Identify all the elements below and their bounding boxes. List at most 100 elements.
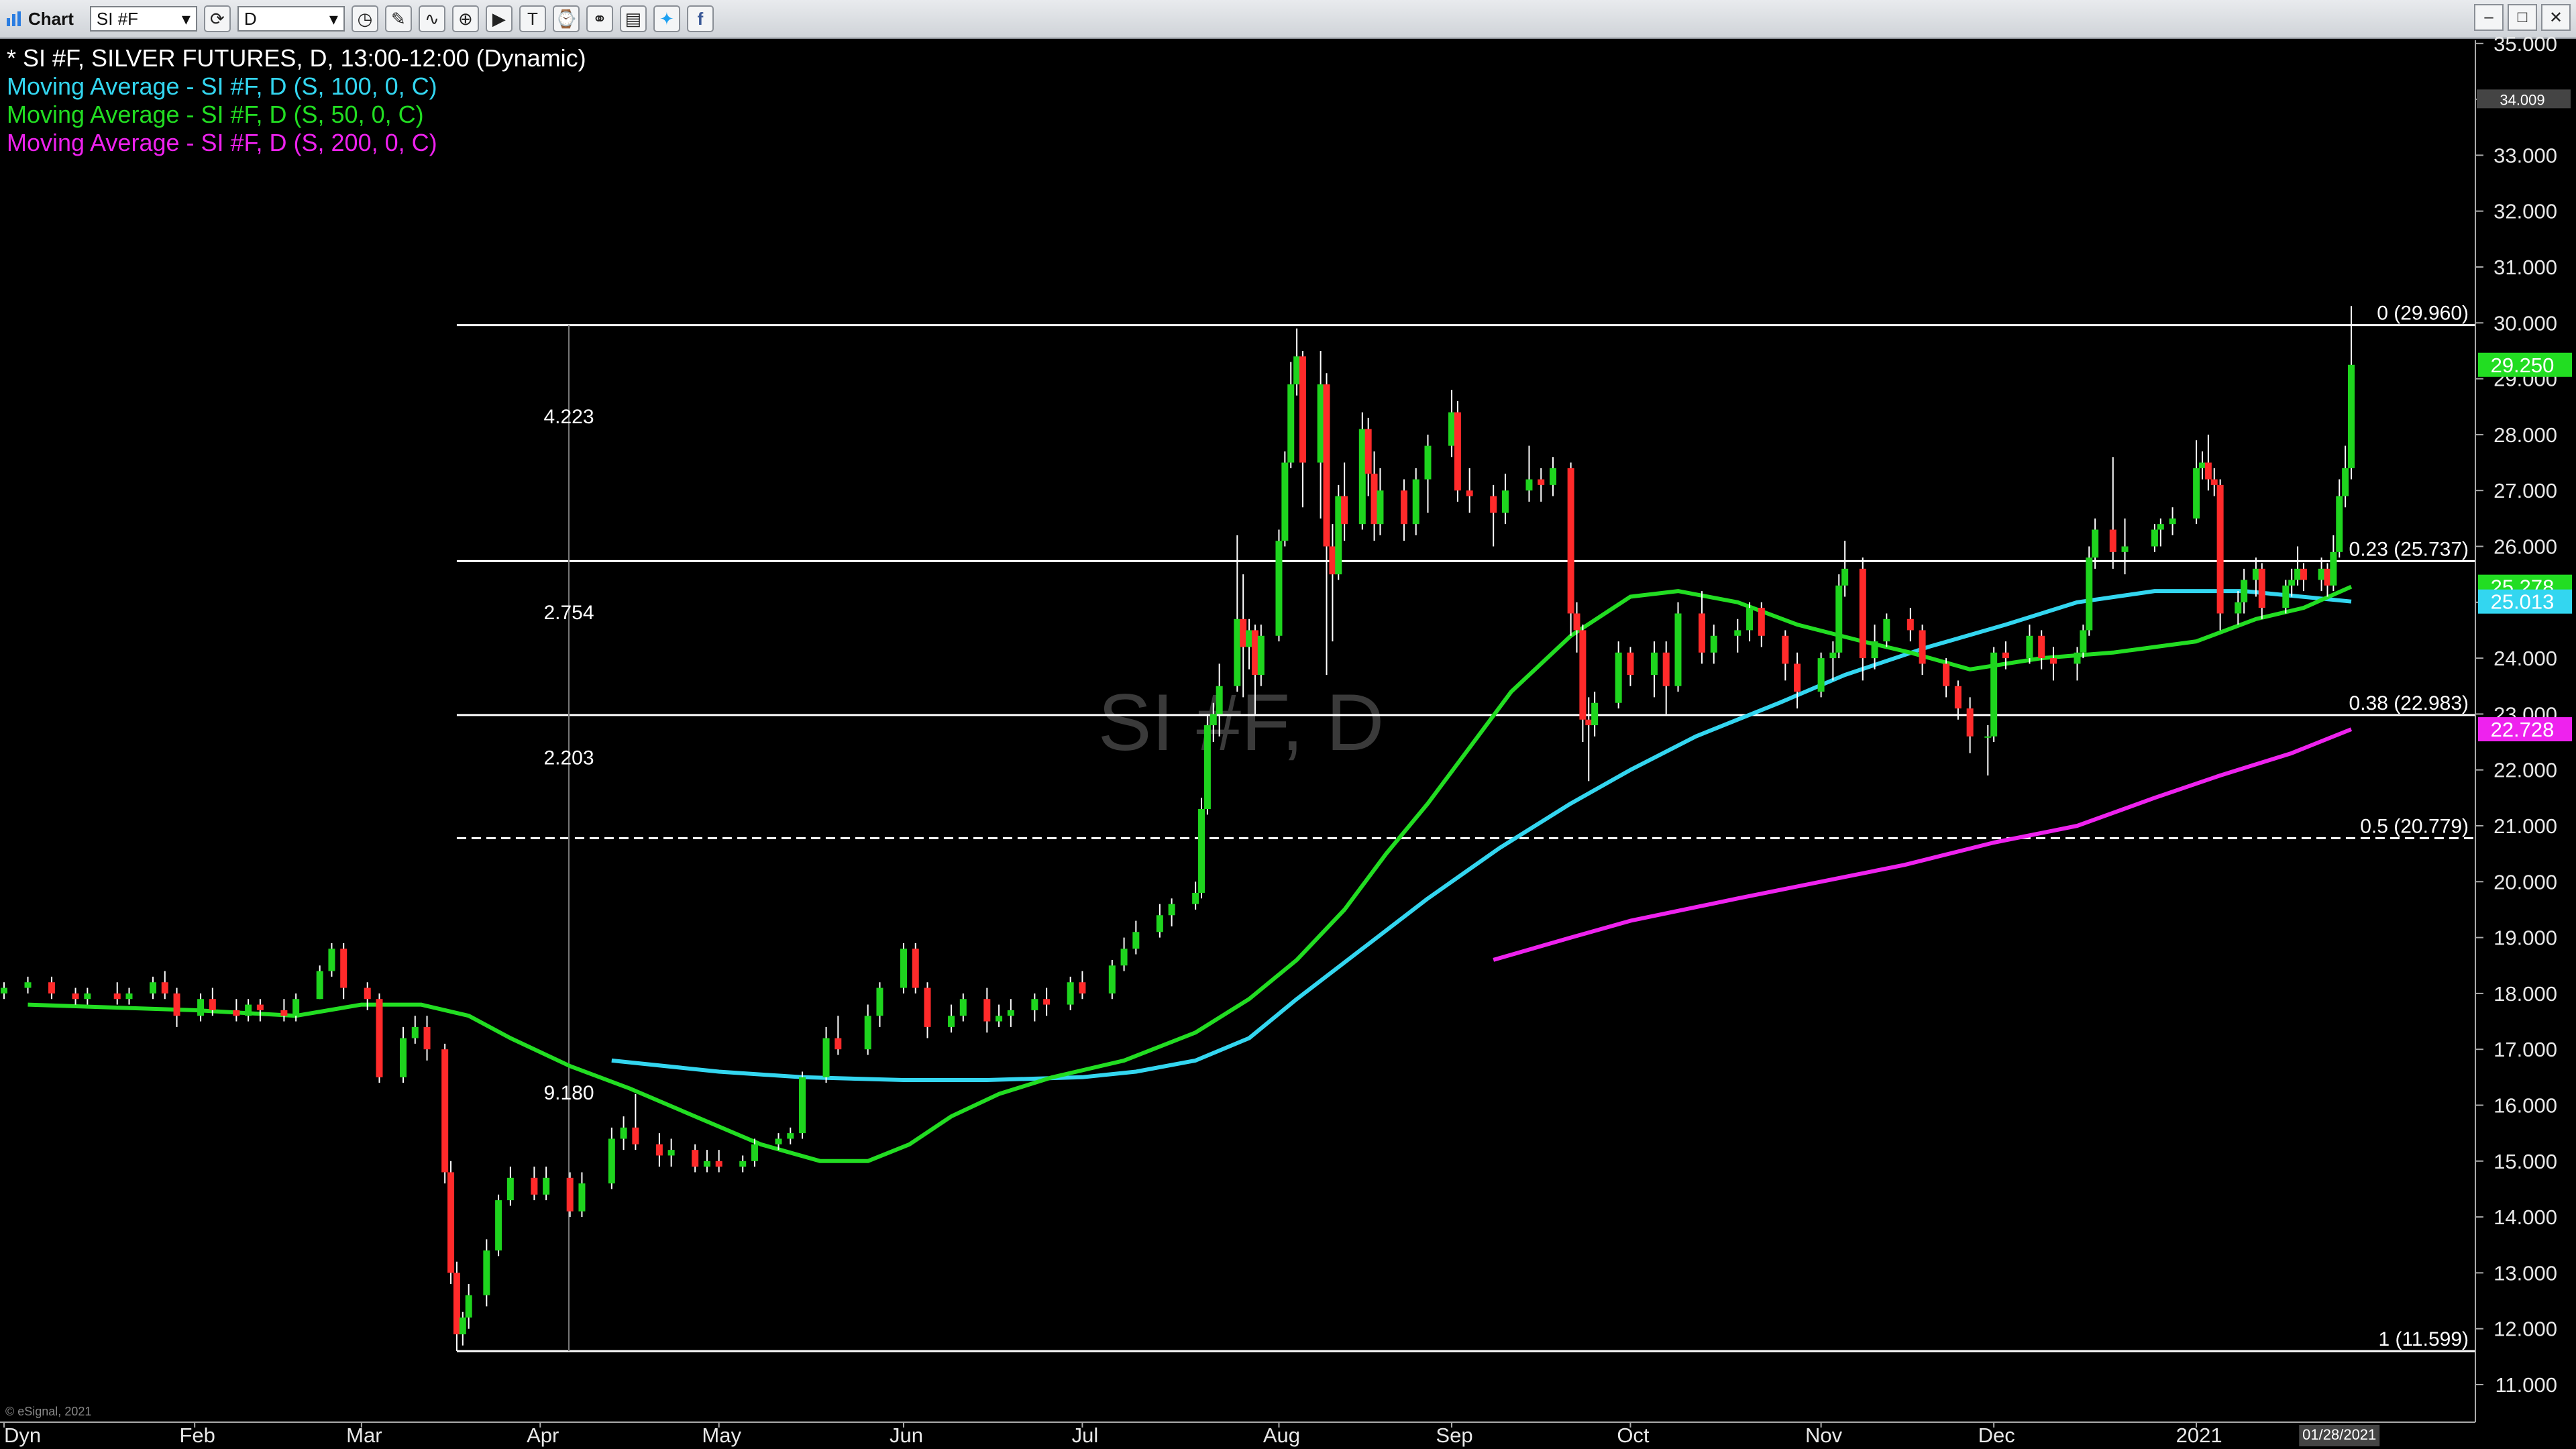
candle[interactable] (1615, 641, 1622, 709)
candle[interactable] (2121, 518, 2129, 575)
candle[interactable] (2151, 524, 2158, 552)
candle[interactable] (2294, 546, 2302, 586)
candle[interactable] (531, 1167, 538, 1201)
candle[interactable] (233, 999, 240, 1022)
candle[interactable] (2330, 535, 2337, 592)
candle[interactable] (209, 987, 216, 1016)
candle[interactable] (1907, 608, 1914, 642)
candle[interactable] (1466, 468, 1473, 513)
candle[interactable] (459, 1311, 466, 1346)
candle[interactable] (1317, 350, 1324, 519)
candle[interactable] (822, 1026, 830, 1083)
candle[interactable] (411, 1016, 419, 1044)
candle[interactable] (2252, 557, 2259, 597)
candle[interactable] (1448, 390, 1456, 458)
candle[interactable] (1746, 602, 1754, 642)
candle[interactable] (608, 1127, 615, 1189)
candle[interactable] (787, 1127, 794, 1144)
candle[interactable] (1841, 541, 1849, 597)
candle[interactable] (1650, 641, 1658, 698)
candle[interactable] (2198, 451, 2206, 480)
candle[interactable] (1591, 692, 1599, 737)
candle[interactable] (2324, 563, 2331, 597)
candle[interactable] (2169, 507, 2176, 535)
candle[interactable] (1758, 602, 1765, 647)
candle[interactable] (376, 993, 383, 1083)
candle[interactable] (1079, 971, 1086, 1000)
candle[interactable] (1120, 937, 1128, 971)
candle[interactable] (667, 1138, 675, 1167)
candle[interactable] (441, 1043, 449, 1184)
zoom-icon[interactable]: ⊕ (451, 5, 479, 32)
candle[interactable] (1782, 630, 1789, 681)
candle[interactable] (1501, 474, 1509, 525)
candle[interactable] (1358, 412, 1366, 530)
candle[interactable] (423, 1016, 431, 1061)
text-icon[interactable]: T (519, 5, 546, 32)
candle[interactable] (1210, 702, 1217, 743)
candle[interactable] (1662, 641, 1670, 714)
candle[interactable] (465, 1284, 472, 1329)
candle[interactable] (739, 1155, 747, 1173)
candle[interactable] (2080, 625, 2087, 659)
candle[interactable] (2157, 518, 2164, 547)
draw-icon[interactable]: ✎ (384, 5, 412, 32)
candle[interactable] (1919, 625, 1926, 676)
candle[interactable] (2342, 445, 2349, 508)
candle[interactable] (983, 987, 991, 1033)
candle[interactable] (48, 976, 56, 1000)
candle[interactable] (1794, 652, 1801, 709)
candle[interactable] (364, 982, 371, 1010)
candle[interactable] (1454, 400, 1461, 502)
candle[interactable] (1424, 434, 1432, 513)
minimize-icon[interactable]: – (2474, 4, 2504, 31)
candle[interactable] (692, 1144, 699, 1173)
candle[interactable] (316, 965, 323, 1000)
candle[interactable] (72, 987, 79, 1005)
candle[interactable] (1710, 625, 1717, 664)
facebook-icon[interactable]: f (686, 5, 714, 32)
candle[interactable] (912, 943, 919, 994)
candle[interactable] (328, 943, 335, 977)
candle[interactable] (1829, 641, 1837, 681)
candle[interactable] (2038, 630, 2045, 669)
candle[interactable] (959, 993, 967, 1022)
candle[interactable] (400, 1026, 407, 1083)
candle[interactable] (197, 993, 205, 1022)
candle[interactable] (578, 1172, 586, 1218)
candle[interactable] (1251, 625, 1258, 714)
candle[interactable] (775, 1133, 782, 1150)
candle[interactable] (1585, 697, 1593, 782)
candle[interactable] (1412, 468, 1419, 535)
candle[interactable] (1156, 904, 1163, 938)
candle[interactable] (1883, 613, 1890, 647)
interval-select[interactable]: D ▾ (237, 6, 345, 32)
candle[interactable] (1203, 714, 1211, 815)
candle[interactable] (1400, 479, 1407, 541)
candle[interactable] (292, 993, 300, 1022)
candle[interactable] (256, 999, 264, 1022)
candle[interactable] (1567, 462, 1574, 636)
candle[interactable] (453, 1261, 460, 1352)
candle[interactable] (655, 1133, 663, 1167)
candle[interactable] (2204, 434, 2212, 491)
candle[interactable] (1, 982, 7, 1000)
candle[interactable] (1549, 457, 1556, 496)
candle[interactable] (1007, 999, 1014, 1027)
clock-icon[interactable]: ⌚ (552, 5, 580, 32)
candle[interactable] (1067, 976, 1074, 1010)
candle[interactable] (2074, 647, 2081, 681)
candle[interactable] (1371, 451, 1378, 541)
candle[interactable] (1954, 680, 1962, 720)
candle[interactable] (948, 1004, 955, 1033)
candle[interactable] (2258, 563, 2265, 619)
candle[interactable] (543, 1167, 550, 1201)
candle[interactable] (1293, 328, 1301, 396)
candle[interactable] (1817, 652, 1825, 698)
candle[interactable] (924, 982, 931, 1038)
candle[interactable] (506, 1167, 514, 1206)
candle[interactable] (799, 1071, 806, 1139)
candle[interactable] (2193, 440, 2200, 525)
candle[interactable] (1573, 602, 1580, 653)
candle[interactable] (2086, 546, 2093, 636)
